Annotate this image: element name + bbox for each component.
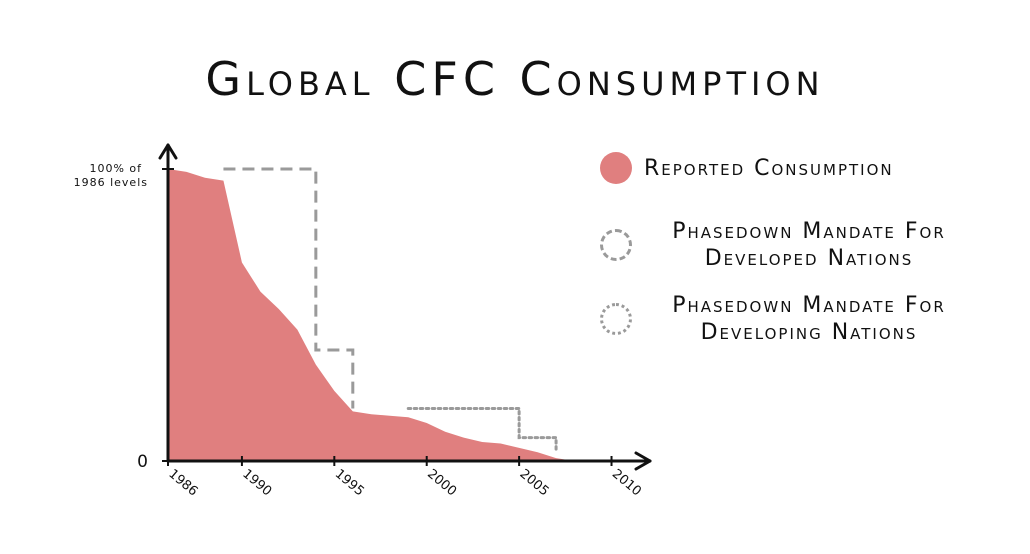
legend-label-reported: Reported Consumption bbox=[644, 155, 894, 181]
x-axis-arrow-icon bbox=[634, 451, 652, 471]
x-tick-label-1990: 1990 bbox=[239, 467, 274, 500]
legend-label-developed: Phasedown Mandate For Developed Nations bbox=[672, 219, 946, 271]
y-tick-label-0: 0 bbox=[137, 452, 148, 472]
chart-title: Global CFC Consumption bbox=[205, 52, 825, 106]
axes-layer bbox=[158, 143, 652, 471]
series-area-reported bbox=[168, 169, 575, 461]
legend-swatch-developed bbox=[600, 229, 632, 261]
series-layer bbox=[168, 167, 575, 461]
x-tick-label-1995: 1995 bbox=[332, 467, 367, 500]
legend-swatch-developing bbox=[600, 303, 632, 335]
x-tick-label-2000: 2000 bbox=[424, 467, 459, 500]
legend-item-developing: Phasedown Mandate For Developing Nations bbox=[600, 292, 974, 346]
y-axis-arrow-icon bbox=[158, 143, 178, 160]
x-tick-label-2010: 2010 bbox=[609, 467, 644, 500]
legend-item-developed: Phasedown Mandate For Developed Nations bbox=[600, 218, 974, 272]
x-tick-label-2005: 2005 bbox=[517, 467, 552, 500]
legend-label-developing: Phasedown Mandate For Developing Nations bbox=[672, 293, 946, 345]
x-tick-label-1986: 1986 bbox=[165, 467, 200, 500]
legend-item-reported: Reported Consumption bbox=[600, 152, 894, 184]
series-line-developed bbox=[223, 167, 355, 409]
legend-swatch-reported bbox=[600, 152, 632, 184]
y-tick-label-100: 100% of 1986 levels bbox=[74, 162, 148, 189]
series-line-developing bbox=[406, 406, 558, 454]
